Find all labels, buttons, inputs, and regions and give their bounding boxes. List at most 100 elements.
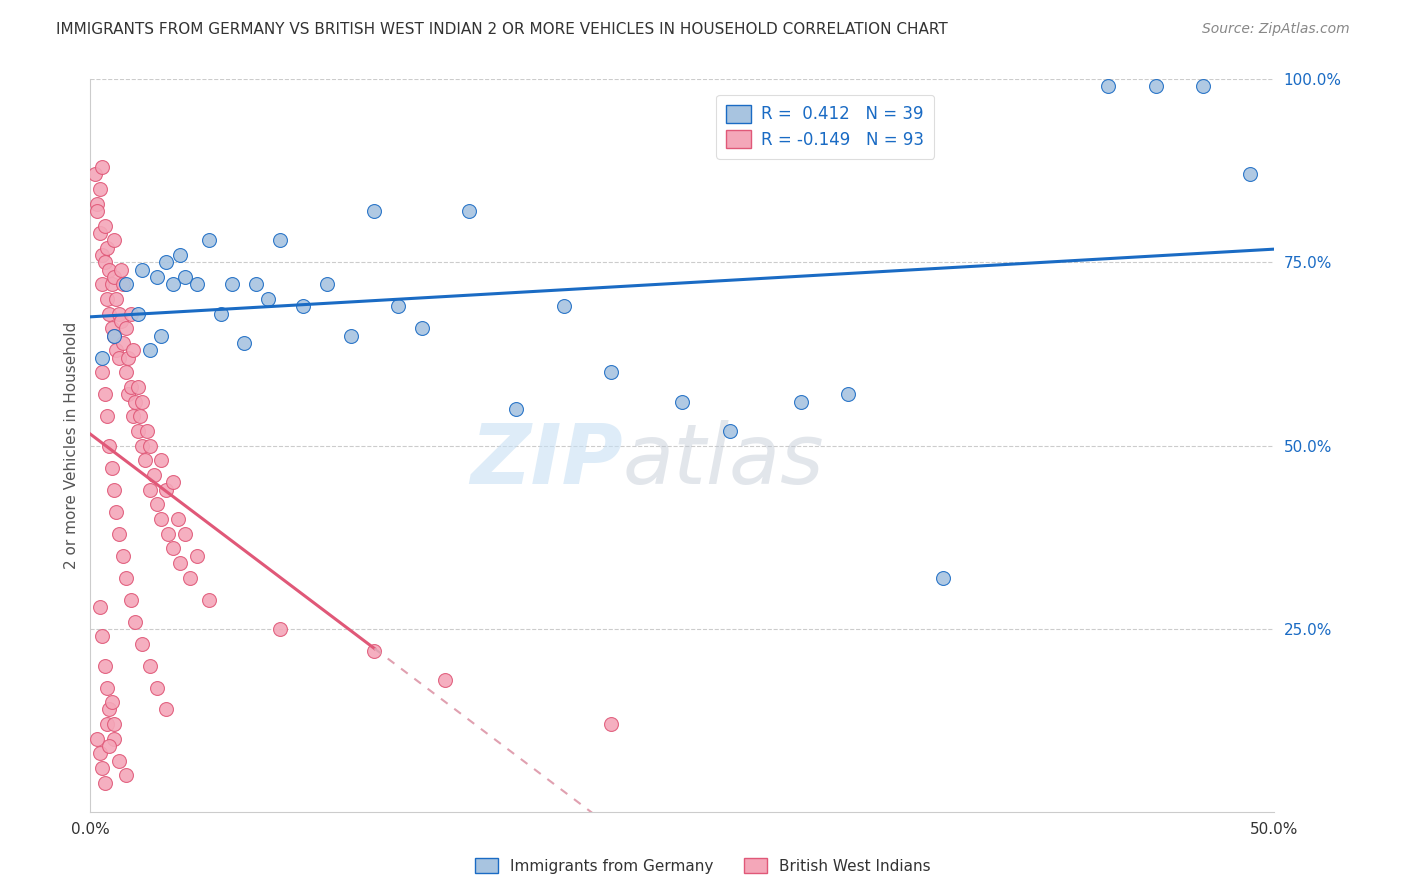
Point xyxy=(103,269,125,284)
Point xyxy=(86,196,108,211)
Point xyxy=(931,570,953,584)
Point xyxy=(138,658,160,673)
Point xyxy=(103,731,125,746)
Point xyxy=(114,277,136,292)
Point xyxy=(91,365,114,379)
Point xyxy=(387,299,409,313)
Point xyxy=(145,497,167,511)
Point xyxy=(150,328,173,343)
Point xyxy=(114,321,136,335)
Point xyxy=(91,761,114,775)
Point xyxy=(197,592,219,607)
Point xyxy=(167,512,190,526)
Point xyxy=(174,269,197,284)
Point xyxy=(179,570,201,584)
Point xyxy=(93,776,115,790)
Point xyxy=(1192,79,1215,94)
Text: Source: ZipAtlas.com: Source: ZipAtlas.com xyxy=(1202,22,1350,37)
Point xyxy=(98,307,121,321)
Point xyxy=(138,343,160,358)
Point xyxy=(91,160,114,174)
Point xyxy=(197,233,219,247)
Point xyxy=(96,409,118,424)
Point xyxy=(127,307,149,321)
Point xyxy=(100,695,122,709)
Point xyxy=(209,307,232,321)
Point xyxy=(103,328,125,343)
Point xyxy=(93,387,115,401)
Point xyxy=(105,504,128,518)
Point xyxy=(718,424,741,438)
Point xyxy=(553,299,575,313)
Point xyxy=(93,255,115,269)
Point xyxy=(89,182,111,196)
Point xyxy=(122,409,145,424)
Point xyxy=(91,351,114,365)
Point xyxy=(257,292,280,306)
Point xyxy=(103,328,125,343)
Text: ZIP: ZIP xyxy=(471,420,623,500)
Point xyxy=(1097,79,1119,94)
Point xyxy=(120,592,142,607)
Point xyxy=(671,394,693,409)
Point xyxy=(155,255,177,269)
Point xyxy=(131,636,153,650)
Point xyxy=(96,241,118,255)
Point xyxy=(269,233,291,247)
Point xyxy=(363,203,385,218)
Text: IMMIGRANTS FROM GERMANY VS BRITISH WEST INDIAN 2 OR MORE VEHICLES IN HOUSEHOLD C: IMMIGRANTS FROM GERMANY VS BRITISH WEST … xyxy=(56,22,948,37)
Point xyxy=(505,401,527,416)
Point xyxy=(316,277,339,292)
Point xyxy=(107,526,129,541)
Point xyxy=(120,380,142,394)
Point xyxy=(269,622,291,636)
Y-axis label: 2 or more Vehicles in Household: 2 or more Vehicles in Household xyxy=(65,322,79,569)
Point xyxy=(434,673,457,688)
Point xyxy=(86,731,108,746)
Point xyxy=(107,307,129,321)
Point xyxy=(122,343,145,358)
Point xyxy=(100,277,122,292)
Point xyxy=(93,219,115,233)
Text: atlas: atlas xyxy=(623,420,825,500)
Point xyxy=(105,343,128,358)
Point xyxy=(107,351,129,365)
Point xyxy=(110,314,132,328)
Point xyxy=(789,394,811,409)
Point xyxy=(112,549,135,563)
Point xyxy=(91,629,114,643)
Point xyxy=(150,512,173,526)
Point xyxy=(138,483,160,497)
Point xyxy=(138,439,160,453)
Point xyxy=(112,335,135,350)
Point xyxy=(155,483,177,497)
Point xyxy=(145,681,167,695)
Point xyxy=(89,599,111,614)
Point xyxy=(86,203,108,218)
Point xyxy=(98,739,121,753)
Point xyxy=(107,754,129,768)
Point xyxy=(98,439,121,453)
Point xyxy=(84,167,107,181)
Point xyxy=(105,292,128,306)
Point xyxy=(186,549,208,563)
Point xyxy=(127,424,149,438)
Point xyxy=(174,526,197,541)
Point xyxy=(100,460,122,475)
Point xyxy=(600,365,623,379)
Point xyxy=(1239,167,1261,181)
Point xyxy=(837,387,859,401)
Point xyxy=(458,203,481,218)
Point xyxy=(91,248,114,262)
Point xyxy=(143,467,166,482)
Point xyxy=(103,483,125,497)
Point xyxy=(155,702,177,716)
Point xyxy=(233,335,256,350)
Point xyxy=(127,380,149,394)
Point xyxy=(114,570,136,584)
Point xyxy=(124,394,146,409)
Point xyxy=(600,717,623,731)
Point xyxy=(221,277,243,292)
Point xyxy=(292,299,315,313)
Point xyxy=(93,658,115,673)
